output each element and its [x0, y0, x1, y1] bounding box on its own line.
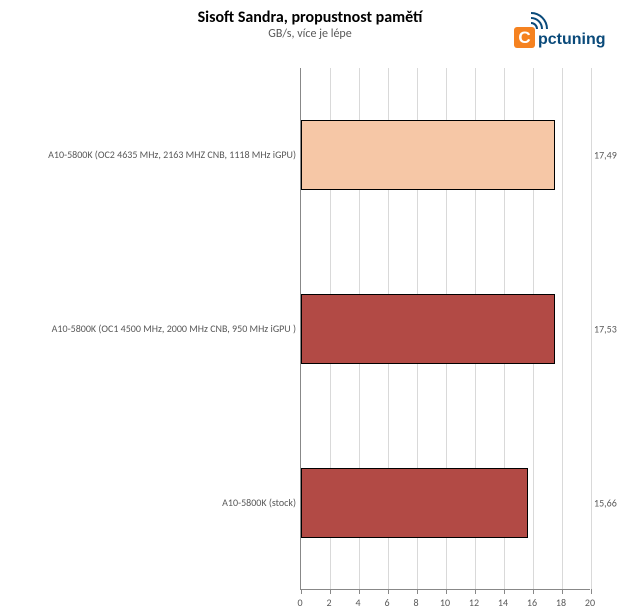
gridline — [591, 68, 592, 589]
bar — [301, 294, 555, 364]
logo-text: pctuning — [538, 31, 606, 48]
x-tick — [533, 589, 534, 594]
x-tick-label: 20 — [585, 596, 595, 609]
x-tick-label: 16 — [527, 596, 537, 609]
x-tick — [359, 589, 360, 594]
x-tick-label: 18 — [556, 596, 566, 609]
x-tick-label: 2 — [326, 596, 331, 609]
x-tick-label: 14 — [498, 596, 508, 609]
x-tick — [591, 589, 592, 594]
x-tick-label: 0 — [297, 596, 302, 609]
x-tick — [301, 589, 302, 594]
chart-container: Sisoft Sandra, propustnost pamětí GB/s, … — [0, 0, 620, 612]
x-tick-label: 6 — [384, 596, 389, 609]
bar-value-label: 17,53 — [594, 323, 617, 336]
x-tick-label: 4 — [355, 596, 360, 609]
x-tick — [417, 589, 418, 594]
x-tick — [446, 589, 447, 594]
x-tick — [504, 589, 505, 594]
x-tick-label: 8 — [413, 596, 418, 609]
bar-value-label: 17,49 — [594, 149, 617, 162]
bar-category-label: A10-5800K (OC2 4635 MHz, 2163 MHZ CNB, 1… — [6, 149, 296, 161]
x-tick-label: 10 — [440, 596, 450, 609]
bar-category-label: A10-5800K (OC1 4500 MHz, 2000 MHz CNB, 9… — [6, 323, 296, 335]
x-tick — [388, 589, 389, 594]
x-tick — [562, 589, 563, 594]
bar — [301, 120, 555, 190]
bar — [301, 468, 528, 538]
pctuning-logo: C pctuning — [514, 10, 606, 55]
bar-category-label: A10-5800K (stock) — [6, 497, 296, 509]
x-tick-label: 12 — [469, 596, 479, 609]
bar-value-label: 15,66 — [594, 497, 617, 510]
svg-text:C: C — [518, 28, 530, 47]
x-tick — [475, 589, 476, 594]
gridline — [562, 68, 563, 589]
x-tick — [330, 589, 331, 594]
plot-area — [300, 68, 590, 590]
